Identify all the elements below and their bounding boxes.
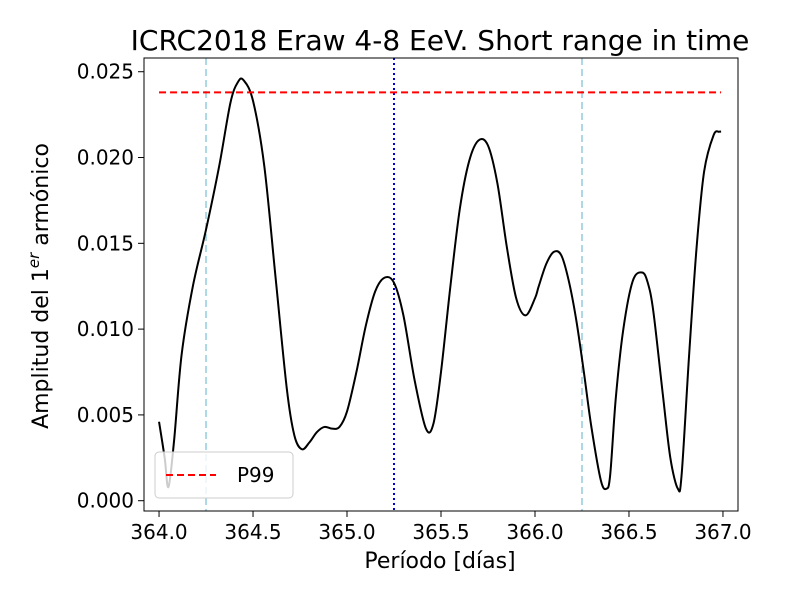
y-tick-label: 0.025 <box>77 60 134 84</box>
x-axis-ticks: 364.0 364.5 365.0 365.5 366.0 366.5 367.0 <box>130 511 752 544</box>
x-tick-label: 366.5 <box>600 520 657 544</box>
y-tick-label: 0.005 <box>77 403 134 427</box>
x-tick-label: 365.0 <box>318 520 375 544</box>
y-axis-label-prefix: Amplitud del 1 <box>29 268 54 429</box>
y-axis-label-superscript: er <box>25 252 43 268</box>
y-tick-label: 0.000 <box>77 489 134 513</box>
y-axis-ticks: 0.000 0.005 0.010 0.015 0.020 0.025 <box>77 60 144 513</box>
x-tick-label: 367.0 <box>694 520 751 544</box>
chart-title: ICRC2018 Eraw 4-8 EeV. Short range in ti… <box>131 24 750 57</box>
y-tick-label: 0.015 <box>77 231 134 255</box>
series-line-0 <box>158 77 722 493</box>
legend-box <box>154 451 294 499</box>
legend: P99 <box>154 451 294 499</box>
x-axis-label: Período [días] <box>364 549 515 574</box>
x-tick-label: 364.5 <box>224 520 281 544</box>
series-group <box>158 77 722 493</box>
y-tick-label: 0.020 <box>77 146 134 170</box>
legend-label: P99 <box>237 463 275 487</box>
y-axis-label-suffix: armónico <box>29 143 54 253</box>
y-tick-label: 0.010 <box>77 317 134 341</box>
x-tick-label: 364.0 <box>130 520 187 544</box>
x-tick-label: 366.0 <box>506 520 563 544</box>
y-axis-label: Amplitud del 1er armónico <box>25 143 54 429</box>
x-tick-label: 365.5 <box>412 520 469 544</box>
